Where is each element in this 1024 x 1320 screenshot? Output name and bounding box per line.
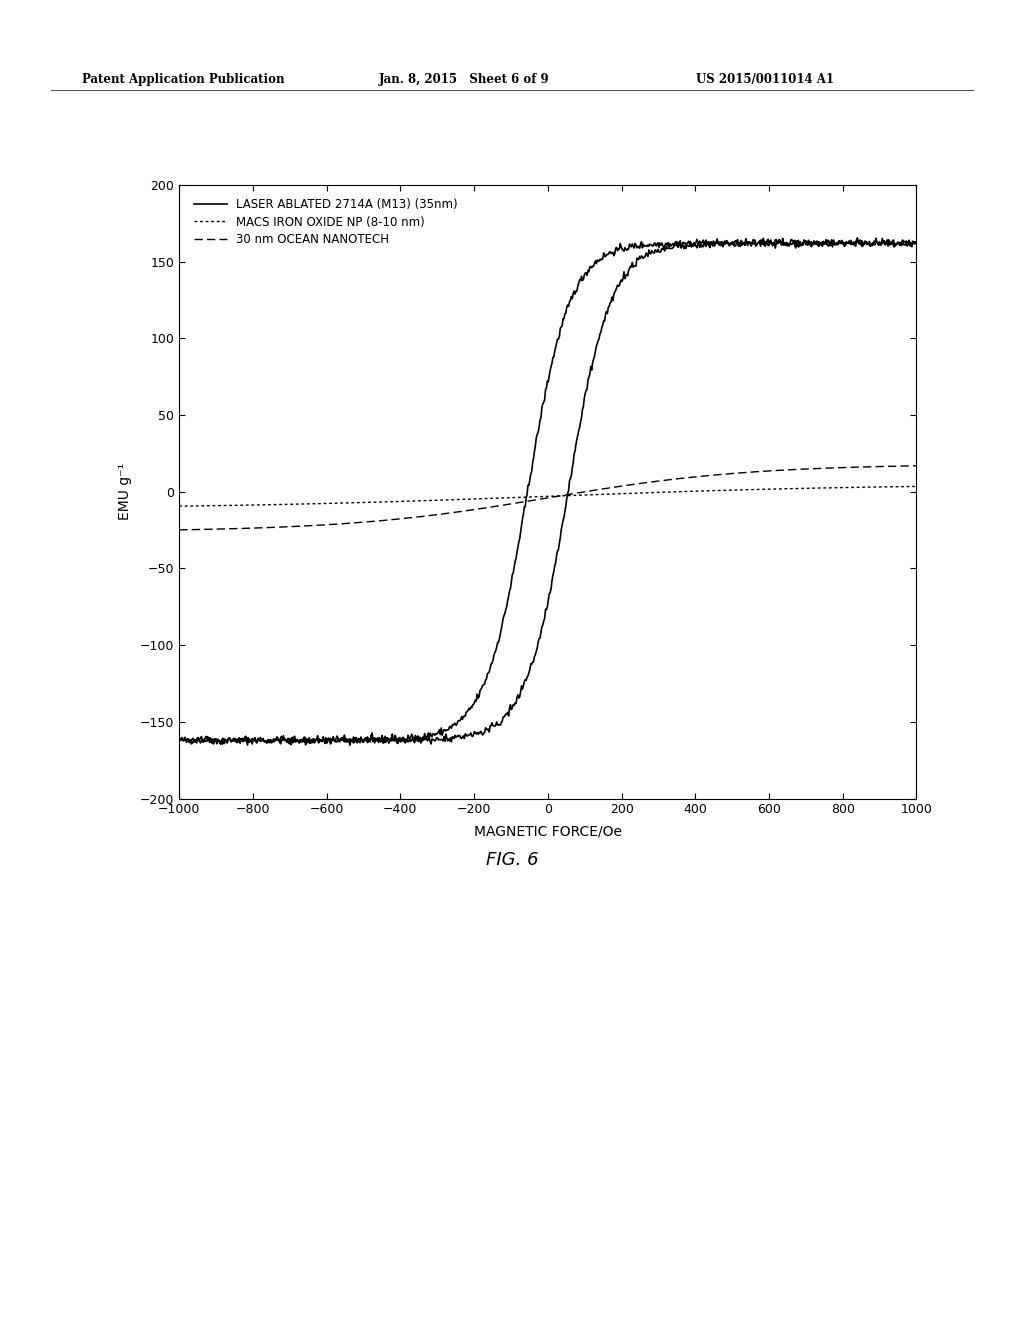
Text: FIG. 6: FIG. 6 — [485, 851, 539, 870]
X-axis label: MAGNETIC FORCE/Oe: MAGNETIC FORCE/Oe — [474, 825, 622, 838]
Text: US 2015/0011014 A1: US 2015/0011014 A1 — [696, 73, 835, 86]
Text: Jan. 8, 2015   Sheet 6 of 9: Jan. 8, 2015 Sheet 6 of 9 — [379, 73, 550, 86]
Y-axis label: EMU g⁻¹: EMU g⁻¹ — [118, 463, 132, 520]
Legend: LASER ABLATED 2714A (M13) (35nm), MACS IRON OXIDE NP (8-10 nm), 30 nm OCEAN NANO: LASER ABLATED 2714A (M13) (35nm), MACS I… — [189, 193, 463, 251]
Text: Patent Application Publication: Patent Application Publication — [82, 73, 285, 86]
